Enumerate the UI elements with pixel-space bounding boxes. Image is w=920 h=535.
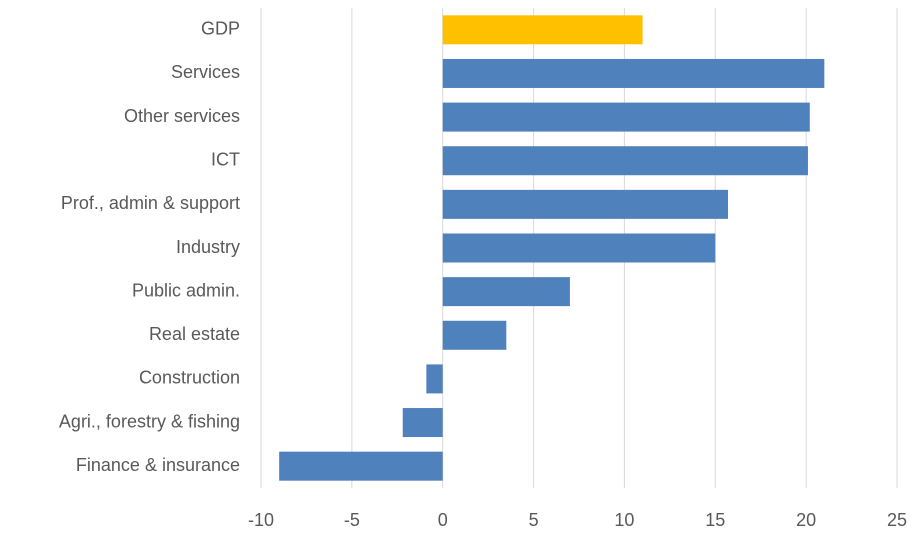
y-tick-label: Finance & insurance bbox=[76, 455, 240, 475]
y-tick-label: Agri., forestry & fishing bbox=[59, 411, 240, 431]
bar bbox=[402, 408, 443, 438]
y-tick-label: Services bbox=[171, 62, 240, 82]
bar bbox=[279, 451, 443, 481]
y-tick-label: Public admin. bbox=[132, 280, 240, 300]
bar bbox=[442, 233, 716, 263]
y-tick-label: GDP bbox=[201, 19, 240, 39]
x-tick-label: 15 bbox=[705, 510, 725, 530]
y-tick-label: ICT bbox=[211, 149, 240, 169]
bar bbox=[442, 102, 810, 132]
y-tick-label: Construction bbox=[139, 368, 240, 388]
x-tick-label: 5 bbox=[529, 510, 539, 530]
x-tick-label: -10 bbox=[248, 510, 274, 530]
x-tick-label: -5 bbox=[344, 510, 360, 530]
x-tick-label: 0 bbox=[438, 510, 448, 530]
bar bbox=[442, 189, 729, 219]
bar bbox=[442, 58, 825, 88]
bar bbox=[426, 364, 443, 394]
y-tick-label: Other services bbox=[124, 106, 240, 126]
bar bbox=[442, 15, 643, 45]
y-tick-label: Industry bbox=[176, 237, 240, 257]
x-tick-label: 25 bbox=[887, 510, 907, 530]
bar bbox=[442, 320, 507, 350]
y-tick-label: Prof., admin & support bbox=[61, 193, 240, 213]
x-tick-label: 20 bbox=[796, 510, 816, 530]
x-tick-label: 10 bbox=[614, 510, 634, 530]
bar bbox=[442, 277, 570, 307]
bar bbox=[442, 146, 808, 176]
y-tick-label: Real estate bbox=[149, 324, 240, 344]
